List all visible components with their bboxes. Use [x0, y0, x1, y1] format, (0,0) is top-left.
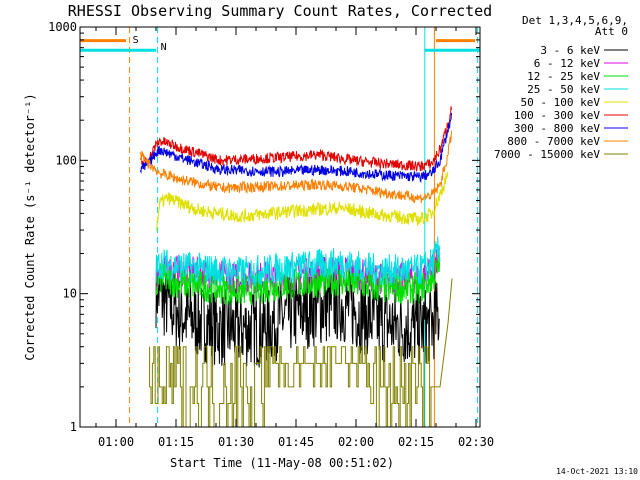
series-line	[139, 130, 452, 204]
series-line	[155, 256, 441, 306]
chart-title: RHESSI Observing Summary Count Rates, Co…	[68, 2, 492, 20]
x-tick-label: 02:30	[458, 435, 494, 449]
legend-label: 7000 - 15000 keV	[494, 148, 600, 161]
legend-label: 100 - 300 keV	[514, 109, 600, 122]
legend-label: 25 - 50 keV	[527, 83, 600, 96]
y-tick-label: 10	[63, 287, 77, 301]
legend-label: 3 - 6 keV	[540, 44, 600, 57]
y-tick-label: 1000	[48, 20, 77, 34]
legend-label: 12 - 25 keV	[527, 70, 600, 83]
legend-header: Att 0	[595, 25, 628, 38]
y-axis-label: Corrected Count Rate (s⁻¹ detector⁻¹)	[23, 93, 37, 360]
legend-header: Det 1,3,4,5,6,9,	[522, 14, 628, 27]
x-tick-label: 01:30	[218, 435, 254, 449]
x-tick-label: 01:45	[278, 435, 314, 449]
x-tick-label: 01:00	[98, 435, 134, 449]
series-line	[139, 106, 452, 172]
time-marker-label: N	[161, 42, 167, 53]
x-axis-label: Start Time (11-May-08 00:51:02)	[170, 456, 394, 470]
time-marker-label: S	[133, 35, 139, 46]
x-tick-label: 02:15	[398, 435, 434, 449]
plot-frame	[79, 26, 481, 428]
series-line	[139, 112, 452, 184]
series-line	[155, 171, 449, 232]
legend-label: 300 - 800 keV	[514, 122, 600, 135]
legend-label: 50 - 100 keV	[521, 96, 601, 109]
y-tick-label: 100	[55, 153, 77, 167]
y-tick-label: 1	[70, 420, 77, 434]
x-tick-label: 01:15	[158, 435, 194, 449]
legend-label: 6 - 12 keV	[534, 57, 601, 70]
series-line	[155, 236, 441, 287]
timestamp: 14-Oct-2021 13:10	[556, 467, 638, 476]
legend-label: 800 - 7000 keV	[507, 135, 600, 148]
x-tick-label: 02:00	[338, 435, 374, 449]
